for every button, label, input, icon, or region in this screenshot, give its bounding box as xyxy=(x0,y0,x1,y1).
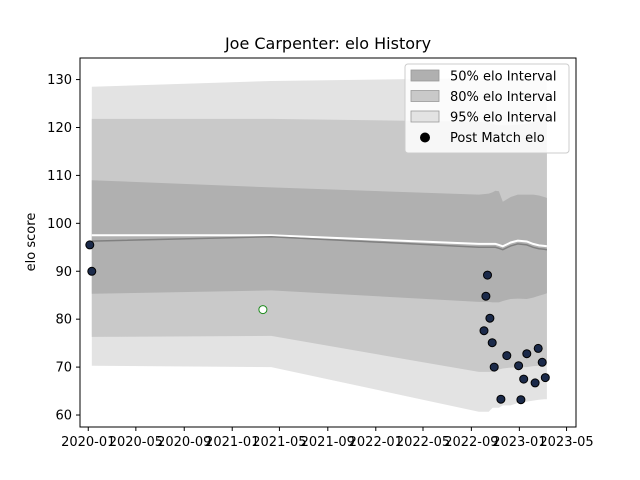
post-match-point-9 xyxy=(496,394,506,404)
legend-label-0: 50% elo Interval xyxy=(450,70,557,85)
legend-swatch-1 xyxy=(410,90,440,102)
y-tick-label-80: 80 xyxy=(55,313,72,328)
post-match-point-12 xyxy=(516,395,526,405)
post-match-point-11 xyxy=(514,361,524,371)
legend-label-3: Post Match elo xyxy=(450,131,545,146)
post-match-point-10 xyxy=(502,351,512,361)
x-tick-label-2021-05: 2021-05 xyxy=(252,435,306,450)
legend-swatch-0 xyxy=(410,69,440,82)
x-tick-label-2020-01: 2020-01 xyxy=(61,435,115,450)
x-tick-label-2022-05: 2022-05 xyxy=(396,435,450,450)
y-tick-label-130: 130 xyxy=(47,73,72,88)
white-offset-line xyxy=(91,234,548,248)
post-match-point-17 xyxy=(537,357,547,367)
mean-elo-line xyxy=(91,235,548,251)
y-tick-label-70: 70 xyxy=(55,361,72,376)
post-match-point-5 xyxy=(483,270,492,280)
x-tick-label-2021-01: 2021-01 xyxy=(205,435,259,450)
mean-lines xyxy=(91,234,548,251)
legend-label-2: 95% elo Interval xyxy=(450,111,557,126)
post-match-point-14 xyxy=(522,349,532,359)
x-tick-label-2020-05: 2020-05 xyxy=(109,435,163,450)
y-axis-label: elo score xyxy=(24,213,39,272)
interval-bands xyxy=(91,78,547,412)
post-match-point-13 xyxy=(519,374,529,384)
legend-box xyxy=(404,63,570,154)
interval-band-50 xyxy=(91,180,547,303)
y-tick-label-120: 120 xyxy=(47,121,72,136)
post-match-point-6 xyxy=(485,313,495,323)
post-match-point-16 xyxy=(533,343,543,353)
x-tick-label-2020-09: 2020-09 xyxy=(157,435,211,450)
post-match-point-2 xyxy=(258,305,268,315)
legend-swatch-2 xyxy=(410,110,440,123)
legend: 50% elo Interval 80% elo Interval 95% elo … xyxy=(404,63,570,154)
x-tick-label-2022-01: 2022-01 xyxy=(349,435,403,450)
post-match-point-15 xyxy=(530,378,540,388)
post-match-point-18 xyxy=(540,373,550,383)
x-tick-label-2023-05: 2023-05 xyxy=(539,435,593,450)
post-match-point-3 xyxy=(479,326,489,336)
y-tick-label-60: 60 xyxy=(55,409,72,424)
post-match-point-1 xyxy=(87,266,97,276)
post-match-point-7 xyxy=(487,338,497,348)
post-match-point-4 xyxy=(481,291,491,301)
post-match-points xyxy=(85,240,550,405)
chart-title: Joe Carpenter: elo History xyxy=(224,34,431,53)
x-tick-label-2021-09: 2021-09 xyxy=(301,435,355,450)
x-tick-label-2022-09: 2022-09 xyxy=(444,435,498,450)
post-match-point-0 xyxy=(85,240,95,250)
legend-label-1: 80% elo Interval xyxy=(450,90,557,105)
y-tick-label-110: 110 xyxy=(47,169,72,184)
y-tick-label-100: 100 xyxy=(47,217,72,232)
y-tick-label-90: 90 xyxy=(55,265,72,280)
legend-marker-3 xyxy=(420,132,430,143)
post-match-point-8 xyxy=(489,362,499,372)
axes: 60 70 80 90 100 110 120 130 2020-012020-052020-0… xyxy=(47,57,594,450)
x-tick-label-2023-01: 2023-01 xyxy=(492,435,546,450)
